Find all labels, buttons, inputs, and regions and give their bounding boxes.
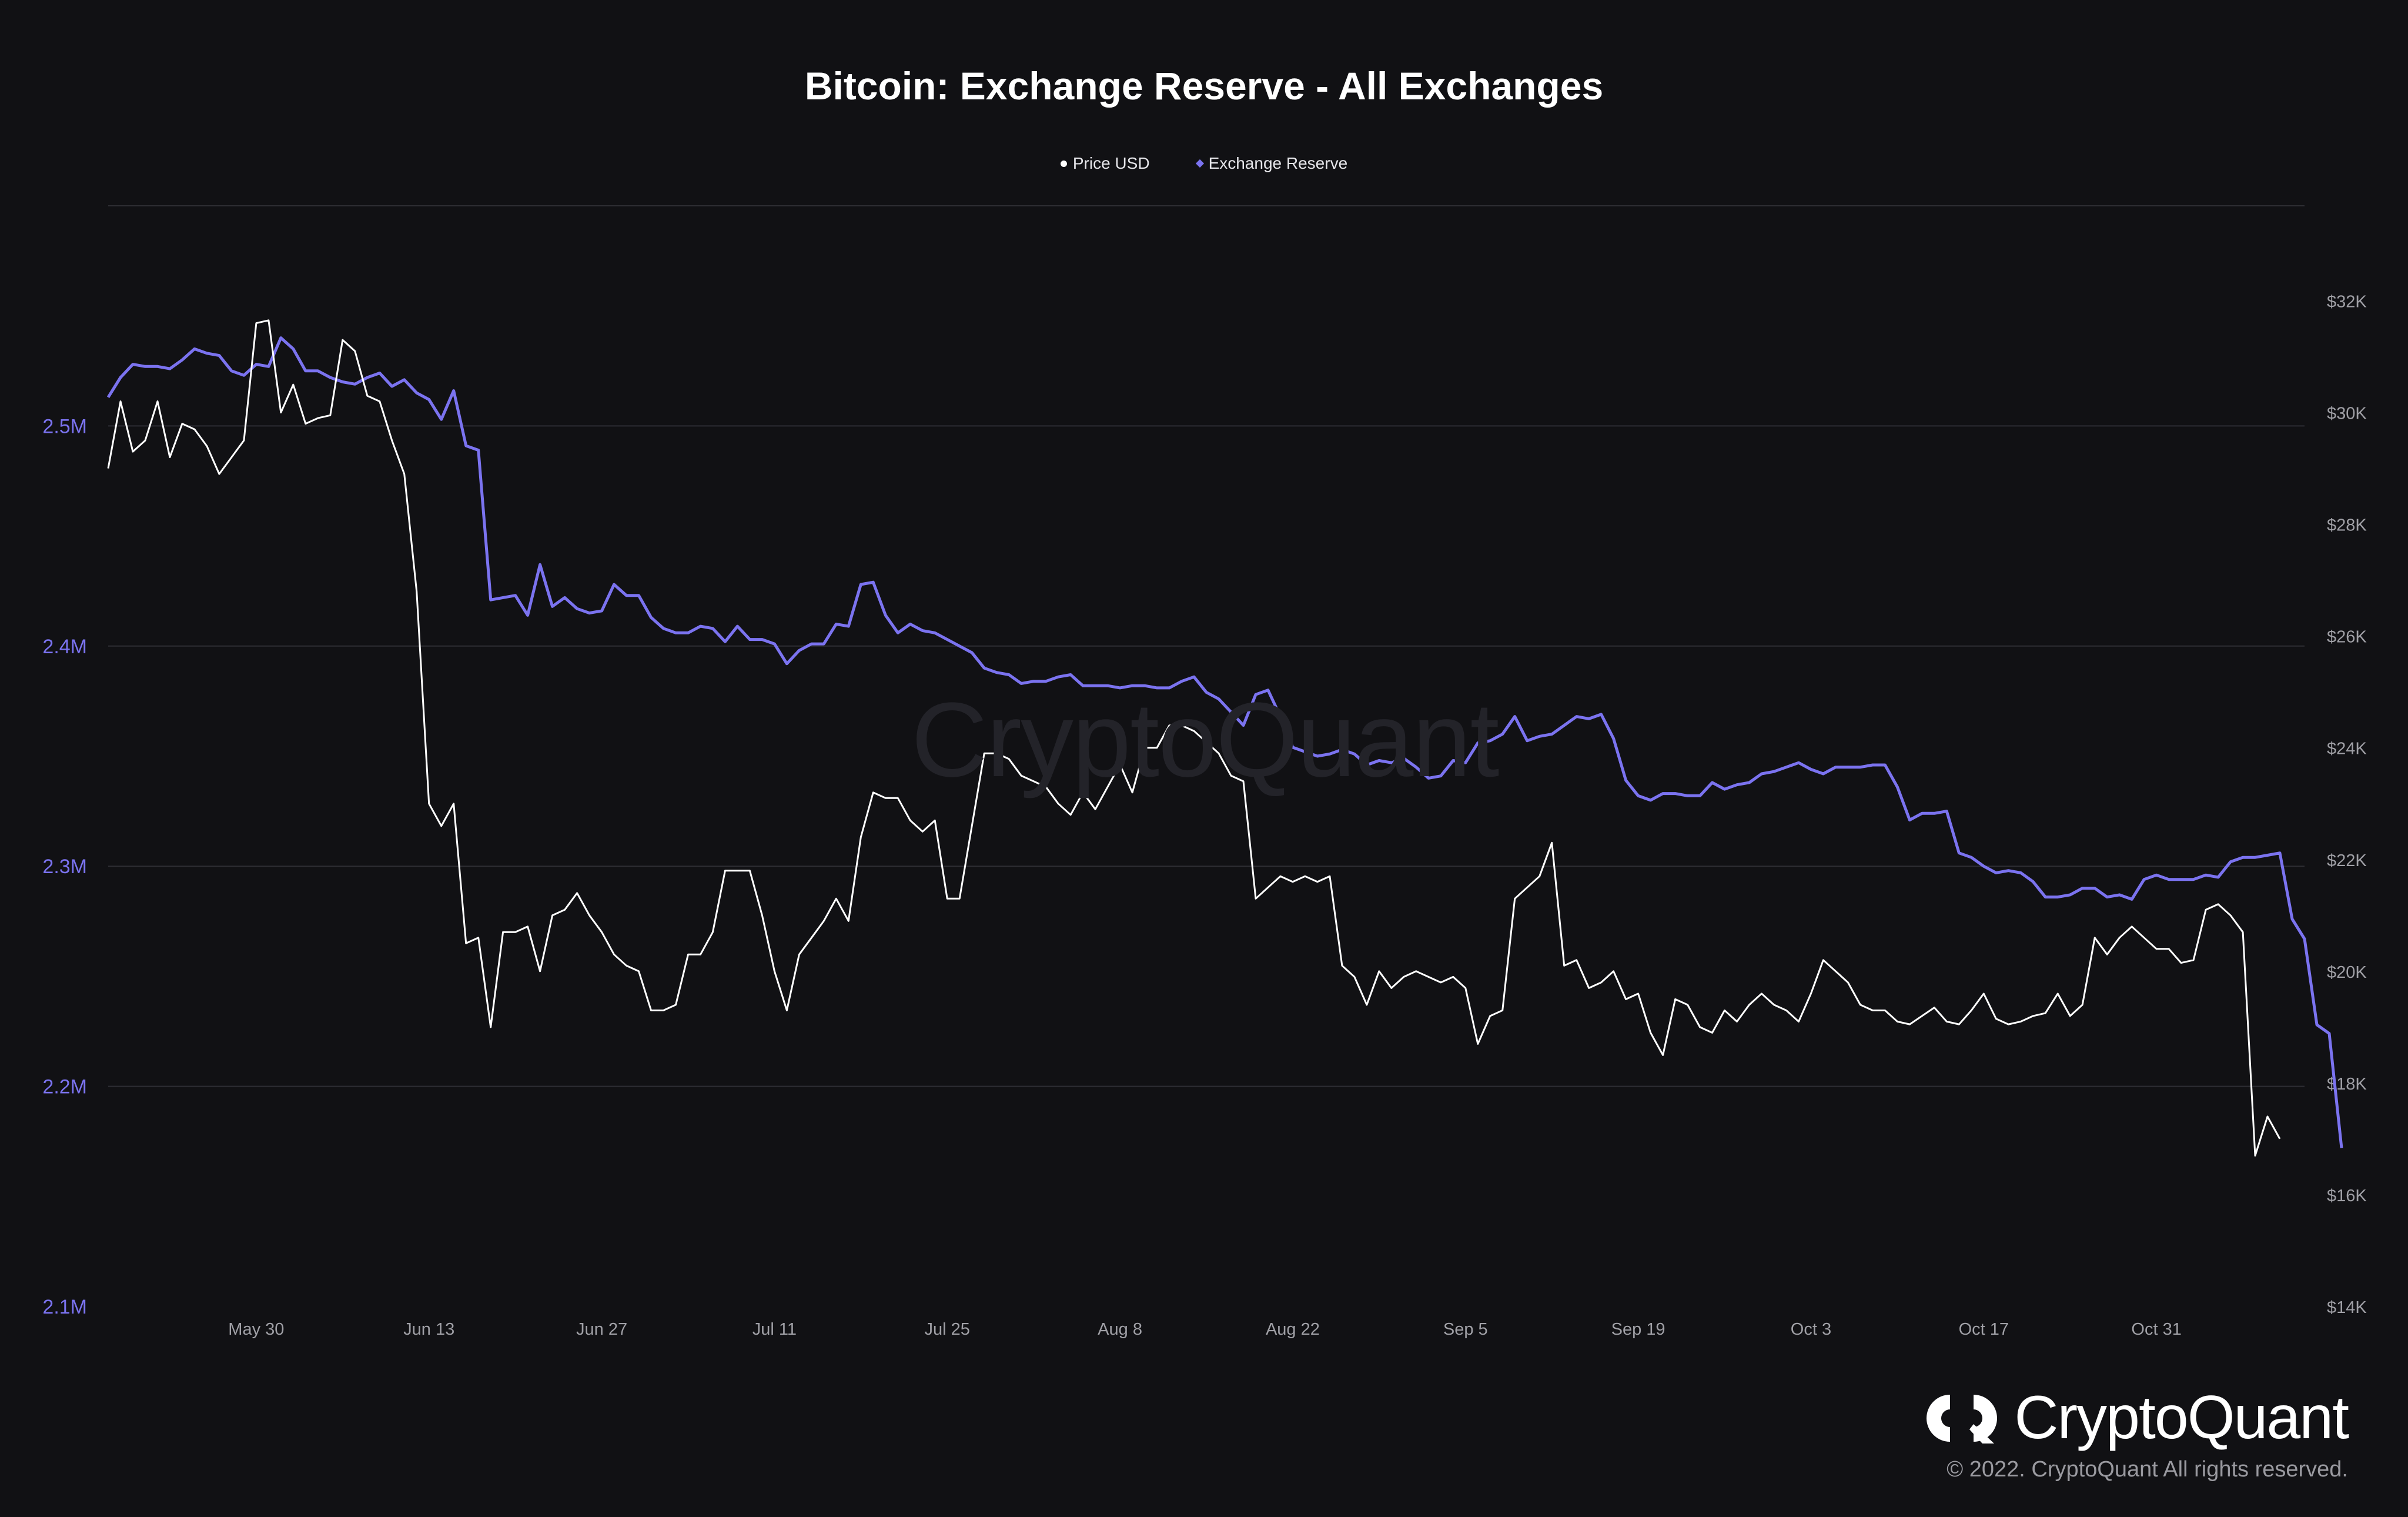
left-axis: 2.1M 2.2M 2.3M 2.4M 2.5M [42, 415, 87, 1318]
left-axis-tick-label: 2.4M [42, 636, 87, 658]
watermark: CryptoQuant [911, 681, 1499, 799]
x-axis-tick-label: Jul 25 [925, 1320, 970, 1339]
x-axis-tick-label: May 30 [228, 1320, 284, 1339]
right-axis-tick-label: $22K [2327, 851, 2367, 870]
brand-name: CryptoQuant [2014, 1384, 2349, 1452]
right-axis-tick-label: $24K [2327, 740, 2367, 758]
right-axis-tick-label: $32K [2327, 293, 2367, 312]
x-axis-tick-label: Aug 22 [1266, 1320, 1320, 1339]
left-axis-tick-label: 2.2M [42, 1076, 87, 1098]
right-axis-tick-label: $14K [2327, 1298, 2367, 1317]
legend-item-price[interactable]: Price USD [1060, 154, 1150, 173]
x-axis-tick-label: Oct 17 [1959, 1320, 2009, 1339]
legend-label-price: Price USD [1072, 154, 1150, 172]
brand-logo: CryptoQuant [1924, 1383, 2349, 1453]
x-axis-tick-label: Aug 8 [1098, 1320, 1142, 1339]
right-axis: $14K$16K$18K$20K$22K$24K$26K$28K$30K$32K [2327, 293, 2367, 1317]
legend: Price USD Exchange Reserve [0, 154, 2408, 173]
reserve-legend-marker [1195, 159, 1204, 168]
right-axis-tick-label: $16K [2327, 1187, 2367, 1205]
legend-label-reserve: Exchange Reserve [1208, 154, 1348, 172]
x-axis-tick-label: Sep 5 [1443, 1320, 1488, 1339]
left-axis-tick-label: 2.1M [42, 1296, 87, 1318]
grid-lines [108, 205, 2305, 1087]
price-legend-marker [1060, 160, 1067, 167]
x-axis-tick-label: Jun 13 [403, 1320, 454, 1339]
series-line-exchange-reserve [106, 336, 2343, 1148]
chart-title: Bitcoin: Exchange Reserve - All Exchange… [804, 64, 1604, 108]
right-axis-tick-label: $20K [2327, 963, 2367, 982]
copyright: © 2022. CryptoQuant All rights reserved. [1947, 1457, 2348, 1482]
x-axis-tick-label: Jun 27 [576, 1320, 627, 1339]
right-axis-tick-label: $30K [2327, 405, 2367, 423]
left-axis-tick-label: 2.3M [42, 856, 87, 878]
x-axis-tick-label: Sep 19 [1611, 1320, 1665, 1339]
x-axis: May 30 Jun 13 Jun 27 Jul 11 Jul 25 Aug 8 Aug 2… [228, 1320, 2182, 1339]
x-axis-tick-label: Jul 11 [752, 1320, 797, 1339]
x-axis-tick-label: Oct 31 [2131, 1320, 2181, 1339]
x-axis-tick-label: Oct 3 [1791, 1320, 1831, 1339]
legend-item-reserve[interactable]: Exchange Reserve [1195, 154, 1348, 173]
series-line-price-usd [107, 319, 2281, 1157]
right-axis-tick-label: $28K [2327, 516, 2367, 535]
left-axis-tick-label: 2.5M [42, 415, 87, 437]
series-layer [106, 319, 2343, 1157]
cryptoquant-logo-icon [1927, 1394, 1998, 1444]
right-axis-tick-label: $26K [2327, 628, 2367, 647]
